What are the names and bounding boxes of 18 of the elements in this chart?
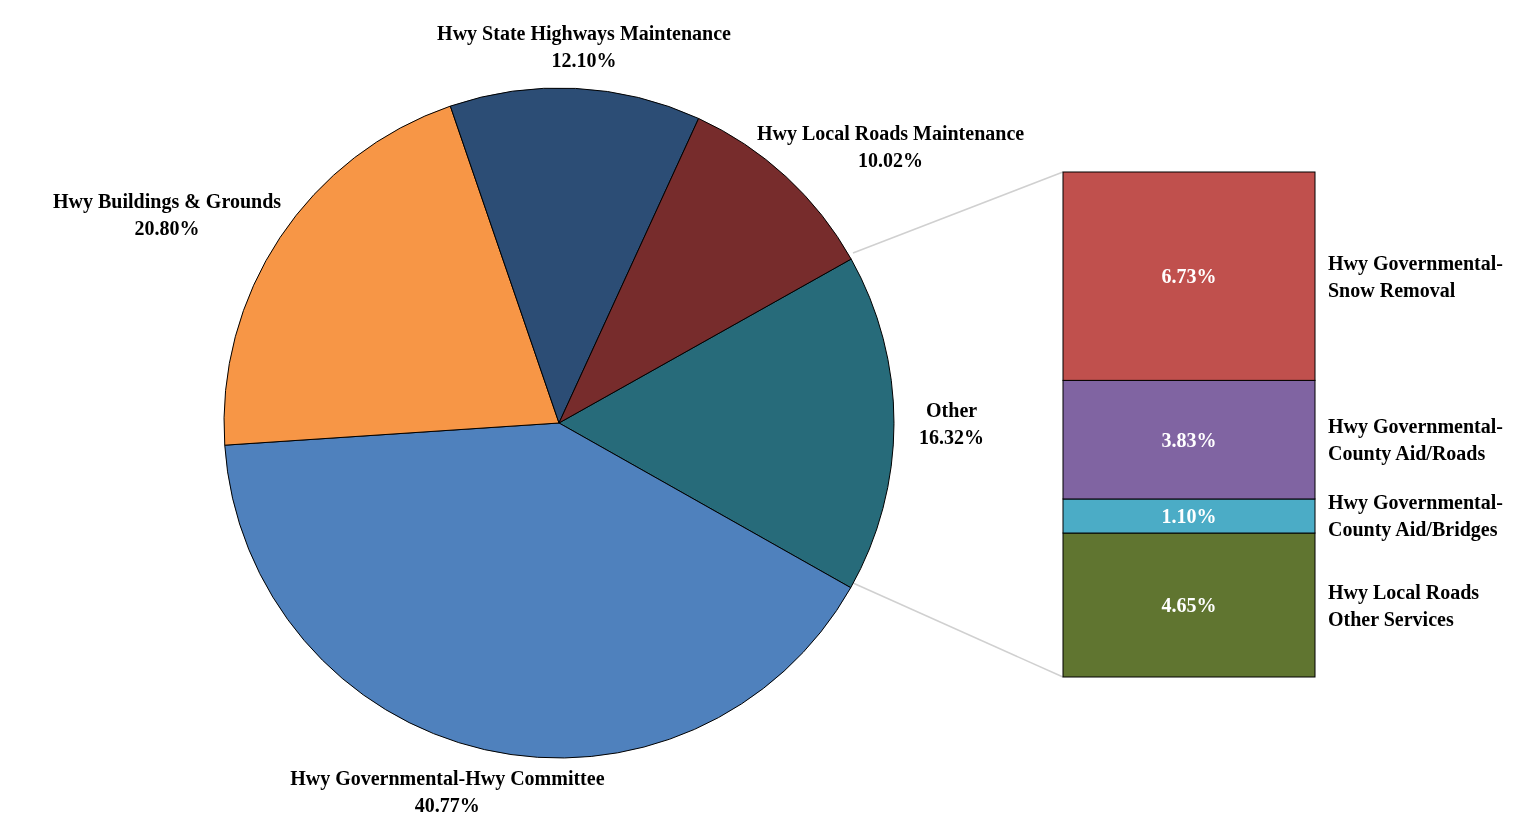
- series-label: Hwy Local Roads Other Services: [1328, 580, 1480, 630]
- data-label: 6.73%: [1161, 265, 1217, 288]
- data-label: 12.10%: [551, 49, 617, 72]
- series-label: Hwy Governmental-Snow Removal: [1328, 251, 1503, 301]
- series-label: Hwy Governmental-County Aid/Roads: [1328, 415, 1503, 466]
- slice-label: Hwy State Highways Maintenance: [437, 22, 732, 46]
- slice-label: Other: [926, 399, 978, 422]
- data-label: 10.02%: [858, 148, 924, 171]
- data-label: 20.80%: [134, 217, 200, 240]
- series-label: Hwy Governmental-County Aid/Bridges: [1328, 491, 1503, 542]
- slice-label: Hwy Local Roads Maintenance: [756, 121, 1025, 145]
- slice-label: Hwy Governmental-Hwy Committee: [290, 766, 605, 790]
- data-label: 40.77%: [414, 793, 480, 816]
- data-label: 1.10%: [1161, 504, 1217, 527]
- data-label: 4.65%: [1161, 594, 1217, 617]
- slice-label: Hwy Buildings & Grounds: [53, 190, 282, 214]
- data-label: 16.32%: [919, 426, 985, 449]
- data-label: 3.83%: [1161, 428, 1217, 451]
